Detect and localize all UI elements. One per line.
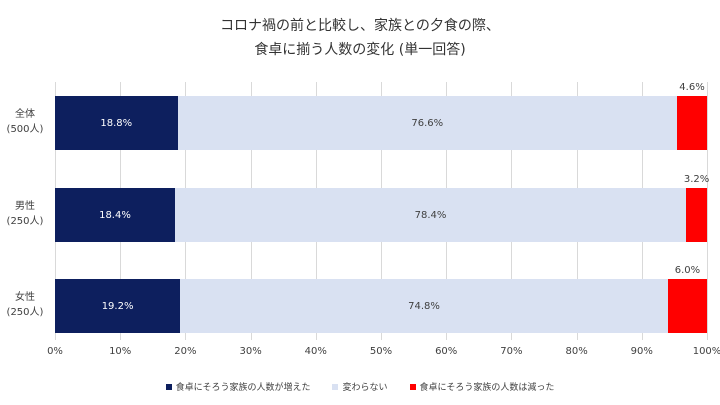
legend-swatch-icon bbox=[332, 383, 339, 390]
legend: 食卓にそろう家族の人数が増えた 変わらない 食卓にそろう家族の人数は減った bbox=[0, 380, 720, 393]
bar-segment: 19.2% bbox=[55, 279, 181, 333]
chart-title: コロナ禍の前と比較し、家族との夕食の際、 食卓に揃う人数の変化 (単一回答) bbox=[0, 14, 720, 62]
legend-item: 変わらない bbox=[332, 380, 388, 393]
legend-swatch-icon bbox=[409, 383, 416, 390]
gridline bbox=[707, 82, 708, 340]
bar-segment bbox=[667, 279, 707, 333]
bar-segment bbox=[686, 188, 707, 242]
x-tick-label: 100% bbox=[692, 346, 720, 357]
data-label: 6.0% bbox=[674, 265, 701, 276]
title-line-2: 食卓に揃う人数の変化 (単一回答) bbox=[254, 42, 466, 58]
category-label: 男性 (250人) bbox=[6, 201, 44, 227]
title-line-1: コロナ禍の前と比較し、家族との夕食の際、 bbox=[220, 18, 500, 34]
bar-segment: 78.4% bbox=[174, 188, 687, 242]
x-tick-label: 50% bbox=[369, 346, 393, 357]
x-tick-label: 60% bbox=[435, 346, 458, 357]
legend-swatch-icon bbox=[165, 383, 172, 390]
plot-area: 4.6% 18.8% 76.6% 3.2% 18.4% 78.4% 6.0% 19.2% 74.… bbox=[55, 82, 709, 340]
bar-segment: 18.8% bbox=[55, 96, 178, 150]
bar-segment: 18.4% bbox=[55, 188, 175, 242]
legend-item: 食卓にそろう家族の人数が増えた bbox=[165, 380, 311, 393]
legend-label: 変わらない bbox=[342, 383, 388, 393]
category-label: 女性 (250人) bbox=[6, 292, 44, 318]
bar-segment bbox=[676, 96, 707, 150]
x-tick-label: 10% bbox=[109, 346, 132, 357]
data-label: 3.2% bbox=[683, 174, 710, 185]
bar-segment: 76.6% bbox=[177, 96, 677, 150]
legend-label: 食卓にそろう家族の人数が増えた bbox=[175, 383, 311, 393]
x-tick-label: 20% bbox=[174, 346, 197, 357]
bar-row: 18.4% 78.4% bbox=[55, 188, 707, 242]
bar-row: 18.8% 76.6% bbox=[55, 96, 707, 150]
category-label: 全体 (500人) bbox=[6, 109, 44, 135]
legend-label: 食卓にそろう家族の人数は減った bbox=[419, 383, 555, 393]
x-tick-label: 30% bbox=[239, 346, 262, 357]
x-tick-label: 70% bbox=[500, 346, 523, 357]
bar-segment: 74.8% bbox=[180, 279, 668, 333]
x-tick-label: 90% bbox=[630, 346, 653, 357]
bar-row: 19.2% 74.8% bbox=[55, 279, 707, 333]
x-tick-label: 0% bbox=[47, 346, 63, 357]
x-tick-label: 80% bbox=[565, 346, 588, 357]
x-tick-label: 40% bbox=[304, 346, 327, 357]
legend-item: 食卓にそろう家族の人数は減った bbox=[409, 380, 555, 393]
data-label: 4.6% bbox=[679, 82, 705, 93]
